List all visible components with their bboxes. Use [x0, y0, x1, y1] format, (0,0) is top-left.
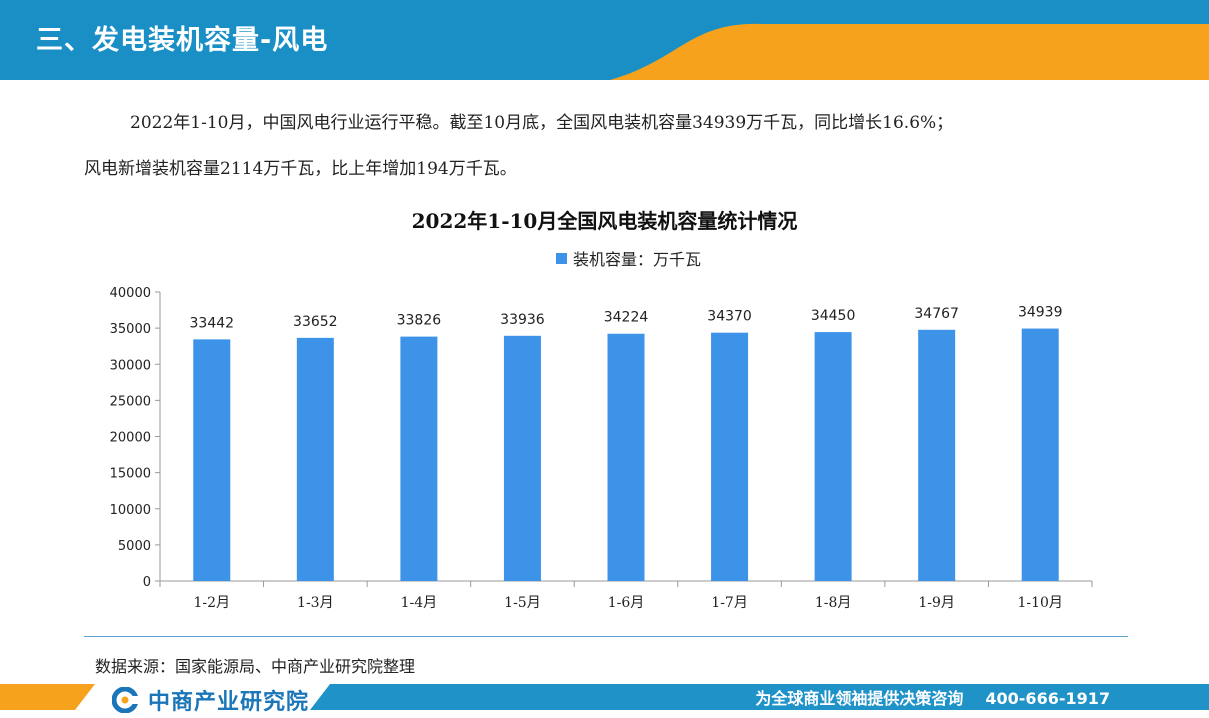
x-tick-label: 1-9月: [918, 595, 955, 611]
bar: [400, 336, 438, 581]
y-tick-label: 15000: [110, 467, 151, 482]
y-tick-label: 0: [143, 575, 151, 590]
y-tick-label: 10000: [110, 503, 151, 518]
data-label: 34767: [914, 306, 959, 322]
header-band: 三、发电装机容量-风电: [0, 0, 1209, 80]
legend-swatch: [556, 252, 567, 264]
bar: [1021, 328, 1059, 581]
footer-background: [0, 684, 1209, 710]
x-tick-label: 1-7月: [711, 595, 748, 611]
data-source: 数据来源：国家能源局、中商产业研究院整理: [95, 657, 416, 676]
bar-chart: 0 5000 10000 15000 20000 25000 30000 35000 40000…: [110, 286, 1093, 611]
divider: [84, 636, 1128, 637]
logo-text: 中商产业研究院: [148, 690, 310, 715]
bar: [814, 332, 852, 581]
bar: [711, 332, 749, 581]
phone-number: 400-666-1917: [985, 689, 1110, 708]
data-label: 33652: [293, 314, 338, 330]
y-tick-label: 30000: [110, 358, 151, 373]
data-label: 34450: [811, 308, 856, 324]
bar: [607, 333, 645, 581]
data-label: 34370: [707, 309, 752, 325]
data-label: 34224: [604, 310, 649, 326]
data-label: 33826: [397, 313, 442, 329]
y-tick-label: 20000: [110, 431, 151, 446]
data-label: 33442: [190, 315, 235, 331]
intro-line-1: 2022年1-10月，中国风电行业运行平稳。截至10月底，全国风电装机容量349…: [130, 113, 954, 133]
y-tick-label: 5000: [118, 539, 151, 554]
x-tick-label: 1-8月: [815, 595, 852, 611]
intro-paragraph: 2022年1-10月，中国风电行业运行平稳。截至10月底，全国风电装机容量349…: [84, 100, 1164, 192]
page-title: 三、发电装机容量-风电: [36, 25, 329, 56]
footer-slogan: 为全球商业领袖提供决策咨询 400-666-1917: [755, 685, 1110, 709]
x-tick-label: 1-3月: [297, 595, 334, 611]
chart-title: 2022年1-10月全国风电装机容量统计情况: [411, 209, 798, 233]
logo-mark-icon: [112, 687, 142, 713]
intro-line-2: 风电新增装机容量2114万千瓦，比上年增加194万千瓦。: [84, 159, 517, 179]
x-tick-label: 1-10月: [1017, 595, 1062, 611]
slogan-text: 为全球商业领袖提供决策咨询: [755, 689, 964, 708]
x-tick-label: 1-6月: [608, 595, 645, 611]
y-tick-label: 40000: [110, 286, 151, 301]
bar: [918, 329, 956, 581]
bar: [193, 339, 231, 581]
company-logo: 中商产业研究院: [112, 684, 309, 716]
chart-legend: 装机容量：万千瓦: [556, 246, 701, 270]
y-tick-label: 35000: [110, 322, 151, 337]
data-label: 34939: [1018, 305, 1063, 321]
x-tick-label: 1-5月: [504, 595, 541, 611]
bar: [503, 335, 541, 581]
legend-label: 装机容量：万千瓦: [573, 250, 702, 269]
header-background: [0, 0, 1209, 80]
y-tick-label: 25000: [110, 394, 151, 409]
x-tick-label: 1-4月: [401, 595, 438, 611]
x-tick-label: 1-2月: [194, 595, 231, 611]
footer-band: [0, 680, 1209, 718]
data-label: 33936: [500, 312, 545, 328]
bar: [296, 337, 334, 581]
